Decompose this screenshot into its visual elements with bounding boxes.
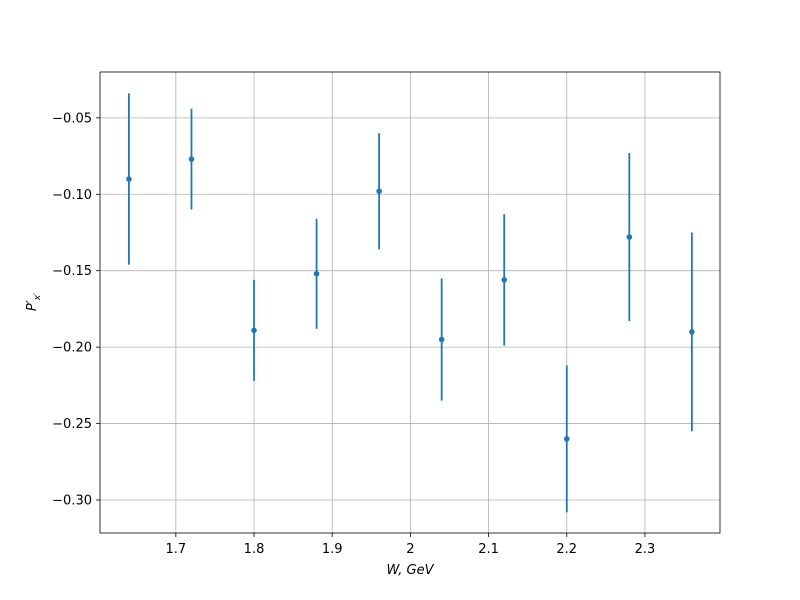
x-tick-label: 2 bbox=[406, 542, 414, 557]
y-tick-label: −0.10 bbox=[52, 188, 92, 203]
y-axis-label: P′x′ bbox=[25, 293, 43, 311]
x-tick-label: 1.9 bbox=[322, 542, 343, 557]
data-point bbox=[251, 327, 257, 334]
y-tick-label: −0.05 bbox=[52, 111, 92, 126]
data-point bbox=[438, 336, 445, 343]
data-point bbox=[188, 156, 195, 162]
data-point bbox=[626, 234, 633, 240]
y-tick-label: −0.15 bbox=[52, 264, 92, 279]
y-tick-label: −0.20 bbox=[52, 341, 92, 356]
data-point bbox=[501, 277, 508, 283]
data-point bbox=[376, 188, 382, 195]
data-point bbox=[563, 436, 570, 442]
x-axis-label: W, GeV bbox=[386, 563, 434, 578]
y-axis-label-main: P′ bbox=[25, 300, 40, 311]
data-point bbox=[313, 270, 320, 277]
x-tick-label: 1.7 bbox=[165, 542, 186, 557]
y-axis-label-sub: x′ bbox=[33, 293, 43, 301]
x-tick-label: 2.1 bbox=[478, 542, 499, 557]
x-tick-label: 2.2 bbox=[556, 542, 577, 557]
x-tick-label: 1.8 bbox=[244, 542, 265, 557]
y-tick-label: −0.25 bbox=[52, 417, 92, 432]
data-point bbox=[126, 176, 132, 182]
data-point bbox=[689, 329, 695, 335]
x-tick-label: 2.3 bbox=[635, 542, 656, 557]
y-tick-label: −0.30 bbox=[52, 493, 92, 508]
